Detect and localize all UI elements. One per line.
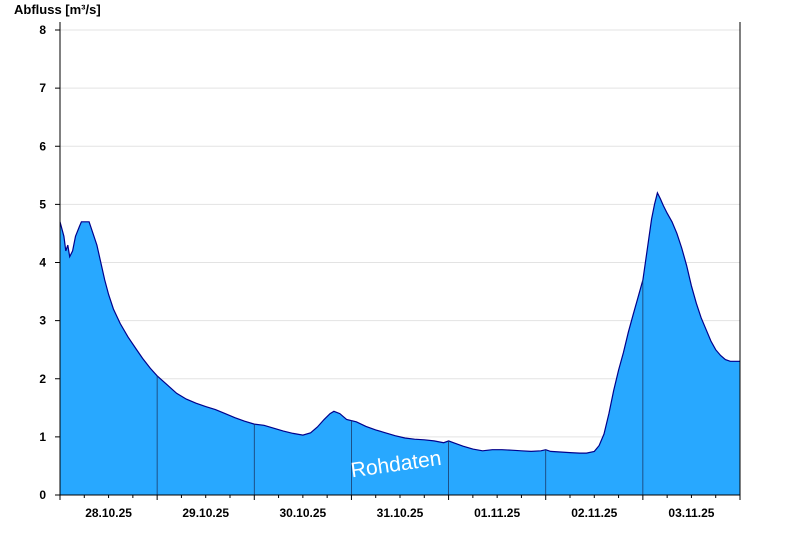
x-tick-label: 01.11.25 xyxy=(474,506,520,520)
y-ticks: 0 1 2 3 4 5 6 7 8 xyxy=(39,23,60,502)
y-tick-label: 1 xyxy=(39,430,46,444)
y-tick-label: 0 xyxy=(39,488,46,502)
y-tick-label: 2 xyxy=(39,372,46,386)
x-tick-label: 28.10.25 xyxy=(85,506,132,520)
y-tick-label: 8 xyxy=(39,23,46,37)
y-tick-label: 3 xyxy=(39,314,46,328)
series-line xyxy=(59,191,740,454)
y-tick-label: 5 xyxy=(39,197,46,211)
y-tick-label: 6 xyxy=(39,139,46,153)
area-fill xyxy=(60,192,740,496)
y-tick-label: 7 xyxy=(39,81,46,95)
plot-area xyxy=(59,191,740,496)
day-separators xyxy=(156,279,644,495)
x-tick-label: 02.11.25 xyxy=(571,506,617,520)
x-ticks: 28.10.25 29.10.25 30.10.25 31.10.25 01.11.25… xyxy=(59,495,741,520)
x-tick-label: 30.10.25 xyxy=(279,506,326,520)
axes xyxy=(59,22,741,496)
y-axis-label: Abfluss [m³/s] xyxy=(14,2,101,17)
gridlines xyxy=(60,29,740,438)
x-tick-label: 31.10.25 xyxy=(377,506,424,520)
y-tick-label: 4 xyxy=(39,256,46,270)
x-tick-label: 29.10.25 xyxy=(182,506,229,520)
x-tick-label: 03.11.25 xyxy=(668,506,714,520)
